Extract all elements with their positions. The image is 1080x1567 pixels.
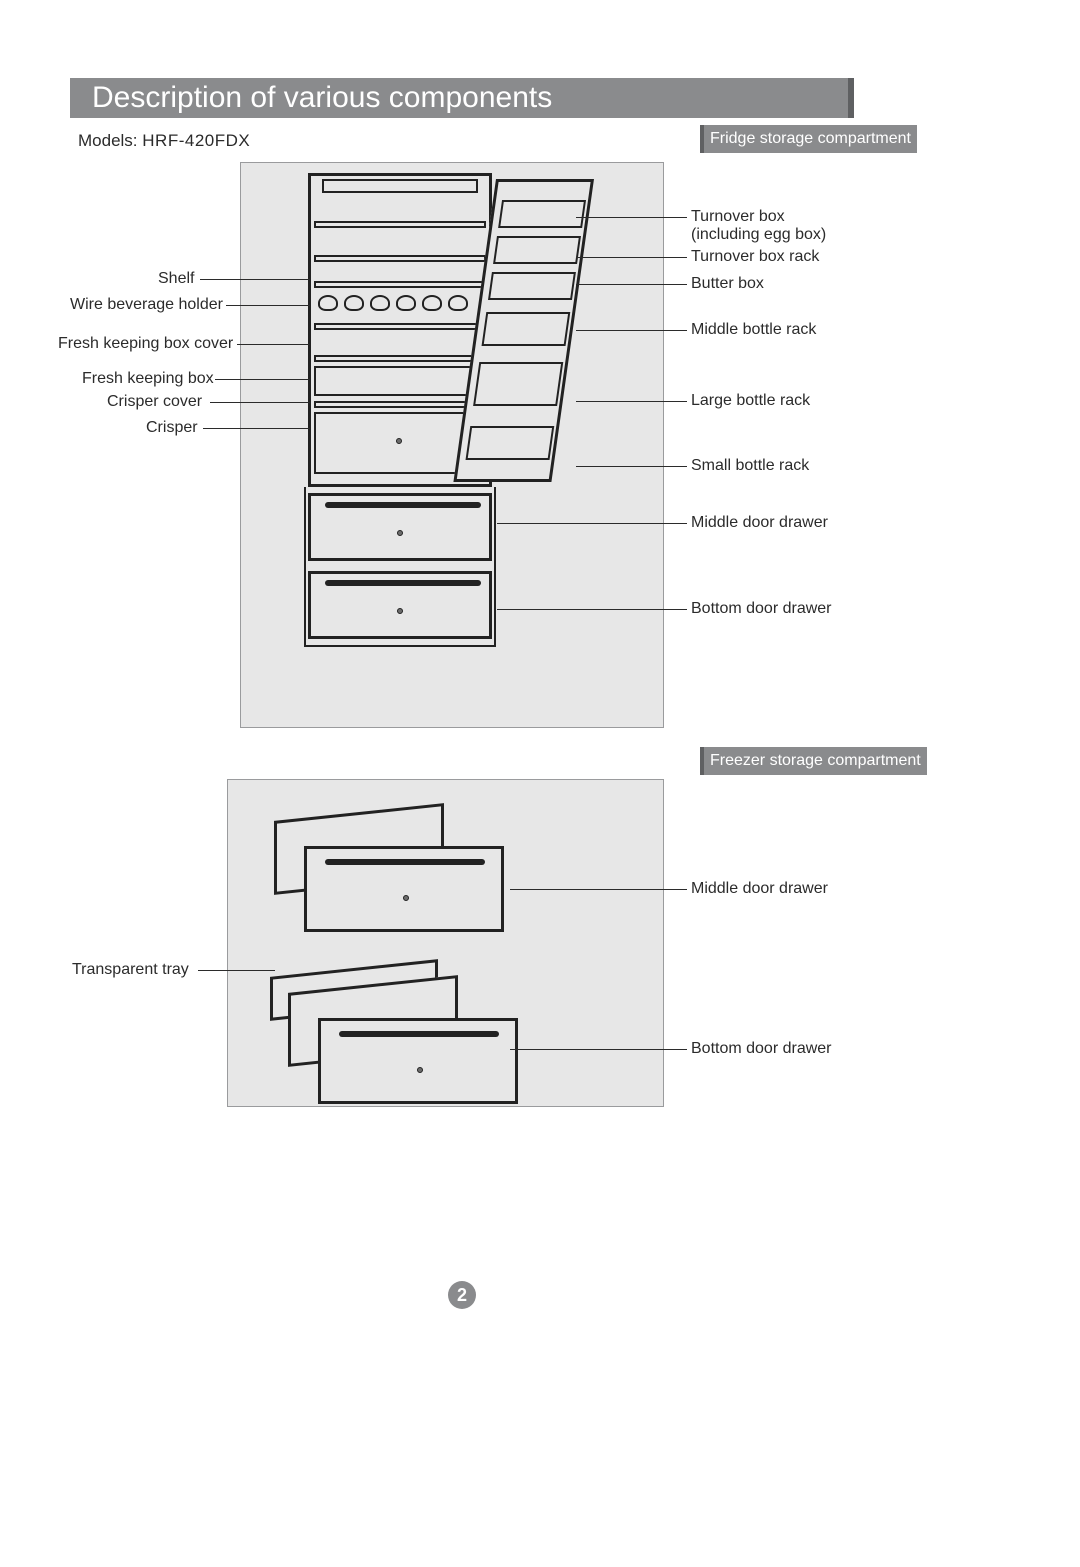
leader-line xyxy=(497,609,687,610)
fridge-badge-text: Fridge storage compartment xyxy=(710,130,911,147)
component-label: Crisper xyxy=(146,419,198,437)
component-label: Middle door drawer xyxy=(691,514,828,532)
leader-line xyxy=(497,523,687,524)
page-number: 2 xyxy=(457,1285,467,1306)
leader-line xyxy=(510,889,687,890)
small-bottle-rack xyxy=(466,426,555,460)
freezer-badge-text: Freezer storage compartment xyxy=(710,752,921,769)
crisper-cover xyxy=(314,401,486,408)
fridge-control-panel xyxy=(322,179,478,193)
fridge-shelf xyxy=(314,255,486,262)
component-label: Middle door drawer xyxy=(691,880,828,898)
component-label: Middle bottle rack xyxy=(691,321,816,339)
page-number-badge: 2 xyxy=(448,1281,476,1309)
component-label: Transparent tray xyxy=(72,961,189,979)
freezer-badge: Freezer storage compartment xyxy=(700,747,927,775)
component-label: Turnover box rack xyxy=(691,248,819,266)
fridge-shelf xyxy=(314,323,486,330)
component-label: Butter box xyxy=(691,275,764,293)
leader-line xyxy=(576,257,687,258)
leader-line xyxy=(226,305,310,306)
component-label: Small bottle rack xyxy=(691,457,809,475)
page-title-text: Description of various components xyxy=(92,81,552,114)
component-label: Turnover box (including egg box) xyxy=(691,208,826,244)
fridge-shelf xyxy=(314,221,486,228)
leader-line xyxy=(200,279,310,280)
leader-line xyxy=(576,284,687,285)
fridge-shelf xyxy=(314,281,486,288)
leader-line xyxy=(510,1049,687,1050)
leader-line xyxy=(576,217,687,218)
leader-line xyxy=(237,344,310,345)
leader-line xyxy=(198,970,275,971)
fresh-box-cover xyxy=(314,355,486,362)
component-label: Crisper cover xyxy=(107,393,202,411)
component-label: Shelf xyxy=(158,270,194,288)
models-label: Models: xyxy=(78,131,138,150)
component-label: Bottom door drawer xyxy=(691,1040,832,1058)
fridge-badge: Fridge storage compartment xyxy=(700,125,917,153)
leader-line xyxy=(203,428,310,429)
component-label: Large bottle rack xyxy=(691,392,810,410)
butter-box xyxy=(488,272,576,300)
turnover-box-rack xyxy=(493,236,581,264)
models-line: Models: HRF-420FDX xyxy=(78,131,250,151)
fresh-box xyxy=(314,366,486,396)
leader-line xyxy=(576,401,687,402)
page-title: Description of various components xyxy=(70,78,854,118)
cabinet-lower xyxy=(304,487,496,647)
freezer-diagram xyxy=(264,800,514,1110)
leader-line xyxy=(210,402,310,403)
leader-line xyxy=(215,379,310,380)
leader-line xyxy=(576,466,687,467)
middle-bottle-rack xyxy=(482,312,571,346)
large-bottle-rack xyxy=(473,362,563,406)
component-label: Fresh keeping box cover xyxy=(58,335,233,353)
fridge-diagram xyxy=(308,173,596,727)
wine-rack xyxy=(314,295,486,313)
component-label: Fresh keeping box xyxy=(82,370,214,388)
turnover-box xyxy=(498,200,586,228)
component-label: Wire beverage holder xyxy=(70,296,223,314)
leader-line xyxy=(576,330,687,331)
freezer-bottom-drawer xyxy=(318,1018,518,1104)
component-label: Bottom door drawer xyxy=(691,600,832,618)
model-name: HRF-420FDX xyxy=(142,131,250,150)
freezer-middle-drawer xyxy=(304,846,504,932)
manual-page: Description of various components Models… xyxy=(0,0,1080,1567)
